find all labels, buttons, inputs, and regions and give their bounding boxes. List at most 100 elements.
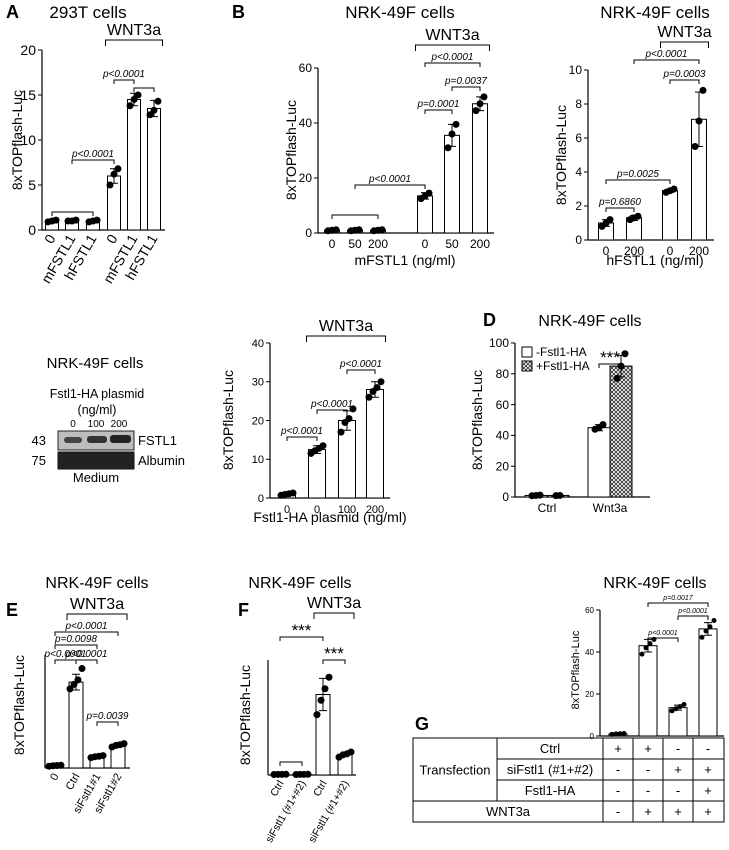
data-point [304, 770, 312, 778]
data-point [699, 634, 705, 640]
data-point [599, 421, 607, 429]
data-point [452, 120, 460, 128]
comparison-bracket [331, 214, 379, 219]
x-tick-label: Wnt3a [593, 501, 628, 515]
data-point [282, 770, 290, 778]
data-point [345, 415, 353, 423]
annotation: *** [292, 621, 312, 640]
x-tick-label: 100 [338, 504, 356, 516]
data-point [699, 86, 707, 94]
table-cell: - [646, 783, 650, 798]
table-cell: + [614, 741, 622, 756]
x-axis-label: Fstl1-HA plasmid (ng/ml) [253, 509, 406, 525]
table-cell: - [616, 762, 620, 777]
annotation: p<0.0001 [280, 426, 323, 437]
data-point [609, 731, 615, 737]
y-axis-label: 8xTOPflash-Luc [283, 100, 299, 200]
data-point [337, 428, 345, 436]
comparison-bracket [322, 659, 346, 664]
table-row-label: WNT3a [486, 804, 531, 819]
data-point [707, 624, 713, 630]
data-point [319, 442, 327, 450]
x-tick-label: 50 [348, 237, 362, 251]
x-tick-label: 0 [314, 504, 320, 516]
data-point [355, 226, 363, 234]
annotation: p<0.0001 [310, 399, 353, 410]
bar [472, 103, 488, 234]
y-tick-label: 5 [28, 177, 36, 193]
data-point [444, 144, 452, 152]
annotation: p<0.0001 [677, 608, 707, 615]
panel-letter: D [483, 310, 496, 330]
comparison-bracket [286, 436, 318, 441]
x-tick-label: 0 [48, 772, 61, 783]
data-point [613, 731, 619, 737]
data-point [621, 350, 629, 358]
annotation: p=0.0039 [86, 711, 129, 722]
x-tick-label: 200 [624, 244, 644, 258]
legend-label: +Fstl1-HA [536, 359, 590, 373]
data-point [373, 384, 381, 392]
x-axis-label: hFSTL1 (ng/ml) [606, 252, 703, 268]
data-point [711, 618, 717, 623]
table-cell: - [676, 741, 680, 756]
comparison-bracket [647, 637, 679, 642]
comparison-bracket [598, 363, 622, 368]
group-bracket [306, 335, 386, 342]
y-tick-label: 0 [502, 490, 509, 504]
data-point [695, 117, 703, 125]
y-tick-label: 10 [252, 454, 264, 466]
comparison-bracket [354, 184, 426, 189]
annotation: p=0.6860 [598, 197, 641, 208]
data-point [556, 491, 564, 499]
y-axis-label: 8xTOPflash-Luc [553, 105, 569, 205]
comparison-bracket [54, 644, 98, 649]
y-axis-label: 8xTOPflash-Luc [9, 90, 25, 190]
data-point [317, 696, 325, 704]
bar [609, 365, 633, 498]
comparison-bracket [54, 659, 77, 664]
table-cell: + [704, 762, 712, 777]
y-axis-label: 8xTOPflash-Luc [220, 370, 236, 470]
band-label: FSTL1 [138, 433, 177, 448]
y-tick-label: 60 [496, 398, 510, 412]
data-point [347, 748, 355, 756]
panel-letter: A [6, 2, 19, 22]
annotation: p<0.0001 [647, 630, 677, 637]
comparison-bracket [316, 409, 348, 414]
annotation: p<0.0001 [102, 69, 145, 80]
x-tick-label: 200 [368, 237, 388, 251]
table-cell: + [644, 804, 652, 819]
group-label: WNT3a [107, 22, 161, 39]
data-point [66, 685, 74, 693]
data-point [681, 702, 687, 707]
x-tick-label: 200 [366, 504, 384, 516]
bar [662, 190, 678, 241]
group-label: WNT3a [425, 27, 479, 44]
legend-swatch [521, 360, 533, 372]
chart-title: NRK-49F cells [345, 3, 455, 22]
y-tick-label: 20 [20, 42, 36, 58]
y-tick-label: 0 [590, 732, 595, 741]
bar [366, 389, 384, 499]
annotation: *** [324, 644, 344, 663]
blot-band [87, 436, 107, 443]
data-point [617, 731, 623, 737]
comparison-bracket [51, 211, 94, 216]
data-point [74, 676, 82, 684]
data-point [78, 665, 86, 673]
group-bracket [313, 612, 355, 619]
data-point [349, 405, 357, 413]
data-point [130, 96, 138, 103]
data-point [670, 185, 678, 193]
panel-letter: E [6, 600, 18, 620]
table-cell: + [704, 804, 712, 819]
data-point [377, 378, 385, 386]
comparison-bracket [451, 86, 481, 91]
group-label: WNT3a [319, 318, 373, 335]
data-point [321, 685, 329, 693]
chart-title: NRK-49F cells [603, 575, 706, 592]
annotation: p<0.0001 [645, 49, 688, 60]
comparison-bracket [75, 659, 98, 664]
